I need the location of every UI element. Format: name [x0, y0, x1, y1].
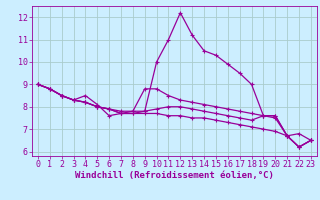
- X-axis label: Windchill (Refroidissement éolien,°C): Windchill (Refroidissement éolien,°C): [75, 171, 274, 180]
